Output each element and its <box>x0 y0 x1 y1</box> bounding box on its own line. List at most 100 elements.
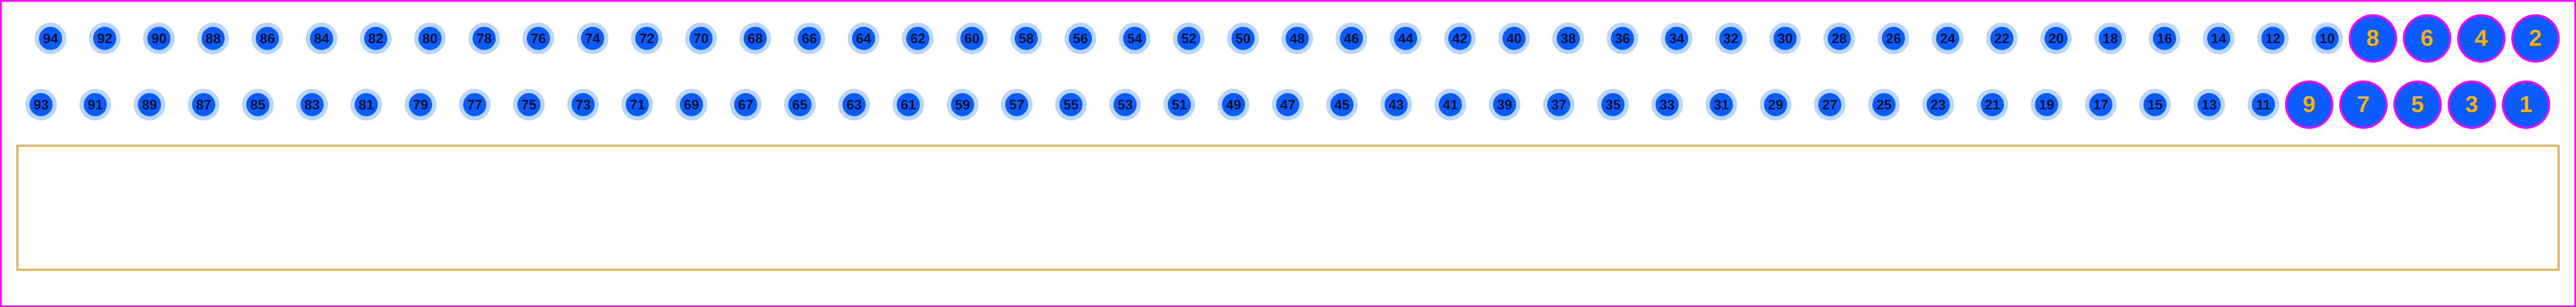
pin-16: 16 <box>2149 23 2180 54</box>
pin-label: 66 <box>802 32 817 45</box>
pin-89: 89 <box>134 89 165 120</box>
pin-label: 22 <box>1994 32 2010 45</box>
pin-label: 10 <box>2320 32 2335 45</box>
pin-12: 12 <box>2257 23 2289 54</box>
pin-72: 72 <box>631 23 663 54</box>
pin-label: 3 <box>2465 93 2478 116</box>
pin-label: 79 <box>413 98 428 111</box>
pin-label: 5 <box>2411 93 2424 116</box>
pin-label: 87 <box>196 98 212 111</box>
pin-87: 87 <box>188 89 219 120</box>
pin-24: 24 <box>1932 23 1963 54</box>
pin-88: 88 <box>197 23 229 54</box>
pin-32: 32 <box>1715 23 1747 54</box>
pin-94: 94 <box>35 23 66 54</box>
pin-label: 75 <box>522 98 537 111</box>
pin-label: 91 <box>88 98 103 111</box>
pin-70: 70 <box>685 23 717 54</box>
pin-label: 19 <box>2039 98 2054 111</box>
pin-label: 73 <box>576 98 591 111</box>
pin-label: 53 <box>1118 98 1133 111</box>
pin-44: 44 <box>1390 23 1421 54</box>
pin-5: 5 <box>2393 80 2442 129</box>
pin-label: 94 <box>43 32 58 45</box>
pin-label: 9 <box>2303 93 2316 116</box>
footprint-outline: 2468101214161820222426283032343638404244… <box>0 0 2576 307</box>
pin-label: 17 <box>2093 98 2109 111</box>
pin-label: 81 <box>359 98 374 111</box>
pin-82: 82 <box>360 23 392 54</box>
pin-26: 26 <box>1878 23 1909 54</box>
pin-label: 62 <box>910 32 926 45</box>
pin-4: 4 <box>2457 14 2505 63</box>
pin-40: 40 <box>1498 23 1530 54</box>
pin-label: 34 <box>1669 32 1685 45</box>
pin-60: 60 <box>956 23 988 54</box>
pin-label: 84 <box>314 32 329 45</box>
pin-55: 55 <box>1055 89 1087 120</box>
pin-8: 8 <box>2349 14 2397 63</box>
pin-label: 15 <box>2148 98 2163 111</box>
pin-label: 51 <box>1172 98 1187 111</box>
pin-label: 85 <box>250 98 266 111</box>
pin-label: 80 <box>423 32 438 45</box>
pin-79: 79 <box>405 89 436 120</box>
pin-18: 18 <box>2094 23 2126 54</box>
pin-label: 28 <box>1832 32 1847 45</box>
pin-69: 69 <box>676 89 707 120</box>
pin-label: 37 <box>1551 98 1567 111</box>
pin-31: 31 <box>1706 89 1737 120</box>
pin-15: 15 <box>2139 89 2171 120</box>
pin-42: 42 <box>1444 23 1476 54</box>
pin-label: 26 <box>1886 32 1901 45</box>
pin-label: 56 <box>1073 32 1088 45</box>
pin-label: 4 <box>2475 27 2488 50</box>
pin-61: 61 <box>893 89 924 120</box>
pin-63: 63 <box>838 89 870 120</box>
pin-label: 47 <box>1280 98 1296 111</box>
pin-label: 41 <box>1443 98 1458 111</box>
pin-label: 82 <box>368 32 384 45</box>
pin-label: 83 <box>305 98 320 111</box>
pin-label: 54 <box>1127 32 1142 45</box>
pin-label: 89 <box>142 98 157 111</box>
pin-27: 27 <box>1814 89 1846 120</box>
pin-label: 50 <box>1236 32 1251 45</box>
pin-label: 49 <box>1226 98 1241 111</box>
pin-91: 91 <box>79 89 111 120</box>
pin-label: 88 <box>206 32 221 45</box>
pin-2: 2 <box>2511 14 2560 63</box>
pin-53: 53 <box>1109 89 1141 120</box>
pin-label: 33 <box>1660 98 1675 111</box>
pin-17: 17 <box>2085 89 2117 120</box>
pin-row-top: 2468101214161820222426283032343638404244… <box>16 14 2560 63</box>
pin-label: 68 <box>748 32 763 45</box>
pin-label: 60 <box>965 32 980 45</box>
pin-48: 48 <box>1281 23 1313 54</box>
pin-14: 14 <box>2203 23 2234 54</box>
pin-66: 66 <box>794 23 825 54</box>
pin-label: 65 <box>793 98 808 111</box>
pin-label: 52 <box>1181 32 1197 45</box>
pin-label: 76 <box>531 32 546 45</box>
pin-label: 74 <box>585 32 600 45</box>
pin-75: 75 <box>513 89 545 120</box>
pin-84: 84 <box>306 23 337 54</box>
pin-80: 80 <box>414 23 446 54</box>
pin-11: 11 <box>2248 89 2279 120</box>
pin-label: 1 <box>2520 93 2532 116</box>
pin-label: 27 <box>1822 98 1838 111</box>
pin-34: 34 <box>1661 23 1692 54</box>
pin-64: 64 <box>848 23 879 54</box>
pin-49: 49 <box>1218 89 1249 120</box>
pin-label: 43 <box>1389 98 1404 111</box>
pin-92: 92 <box>89 23 121 54</box>
pin-59: 59 <box>947 89 978 120</box>
pin-73: 73 <box>567 89 599 120</box>
pin-1: 1 <box>2502 80 2550 129</box>
pin-9: 9 <box>2285 80 2333 129</box>
pin-label: 20 <box>2049 32 2064 45</box>
pin-label: 11 <box>2256 98 2271 111</box>
pin-78: 78 <box>468 23 500 54</box>
pin-71: 71 <box>622 89 653 120</box>
